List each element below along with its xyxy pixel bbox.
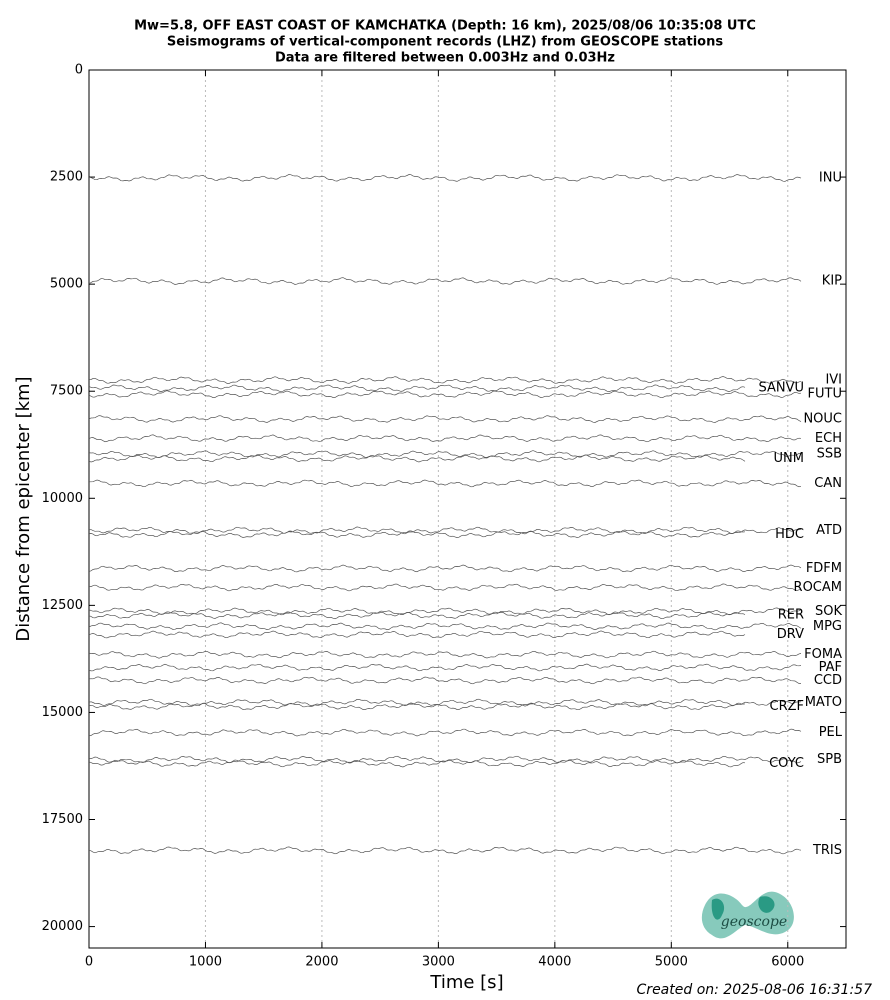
- trace: [88, 415, 802, 423]
- title-line: Data are filtered between 0.003Hz and 0.…: [275, 51, 615, 66]
- trace: [89, 479, 802, 488]
- station-label: FUTU: [808, 387, 842, 402]
- logo: geoscope: [701, 891, 794, 939]
- y-tick-label: 7500: [50, 384, 83, 399]
- station-label: INU: [819, 170, 842, 185]
- y-tick-label: 5000: [50, 277, 83, 292]
- x-tick-label: 2000: [305, 955, 338, 970]
- y-tick-label: 10000: [42, 491, 83, 506]
- y-tick-label: 2500: [50, 170, 83, 185]
- trace: [88, 376, 802, 384]
- station-label: ROCAM: [794, 580, 842, 595]
- trace: [88, 630, 746, 639]
- y-tick-label: 12500: [42, 598, 83, 613]
- station-label: NOUC: [803, 412, 842, 427]
- x-tick-label: 6000: [771, 955, 804, 970]
- trace: [88, 755, 802, 764]
- station-label: CAN: [814, 476, 842, 491]
- station-label: CCD: [814, 673, 842, 688]
- footer: Created on: 2025-08-06 16:31:57: [637, 982, 873, 998]
- y-tick-label: 20000: [42, 919, 83, 934]
- trace: [88, 174, 802, 182]
- trace: [88, 846, 802, 855]
- station-label: TRIS: [812, 843, 842, 858]
- trace: [88, 702, 746, 711]
- trace: [88, 650, 802, 659]
- station-label: PAF: [819, 660, 842, 675]
- station-label: FDFM: [806, 561, 842, 576]
- station-label: KIP: [822, 274, 842, 289]
- trace: [88, 564, 802, 573]
- trace: [88, 384, 746, 393]
- station-label: DRV: [777, 627, 804, 642]
- x-axis-label: Time [s]: [429, 972, 503, 993]
- plot-frame: [88, 69, 847, 949]
- station-label: FOMA: [804, 647, 842, 662]
- station-label: RER: [778, 608, 804, 623]
- trace: [88, 759, 746, 768]
- x-tick-label: 1000: [189, 955, 222, 970]
- trace: [88, 434, 802, 443]
- station-label: COYC: [769, 756, 804, 771]
- trace: [88, 622, 802, 631]
- trace: [88, 530, 746, 538]
- station-label: SOK: [815, 604, 842, 619]
- y-tick-label: 17500: [42, 812, 83, 827]
- trace: [88, 607, 802, 616]
- trace: [88, 611, 746, 620]
- station-label: IVI: [825, 373, 842, 388]
- station-label: SANVU: [758, 381, 804, 396]
- station-label: MPG: [813, 619, 842, 634]
- trace: [88, 454, 746, 463]
- station-label: ECH: [815, 431, 842, 446]
- station-label: ATD: [816, 523, 842, 538]
- station-label: UNM: [774, 451, 804, 466]
- trace: [88, 450, 801, 458]
- station-label: HDC: [775, 527, 804, 542]
- trace: [88, 390, 802, 399]
- x-tick-label: 4000: [538, 955, 571, 970]
- trace: [88, 728, 802, 737]
- x-tick-label: 0: [85, 955, 93, 970]
- y-axis-label: Distance from epicenter [km]: [13, 376, 34, 641]
- title-line: Mw=5.8, OFF EAST COAST OF KAMCHATKA (Dep…: [134, 19, 756, 34]
- trace: [88, 526, 802, 535]
- title-line: Seismograms of vertical-component record…: [167, 35, 723, 50]
- trace: [88, 663, 802, 672]
- y-tick-label: 0: [75, 63, 83, 78]
- trace: [89, 583, 802, 592]
- station-label: PEL: [819, 725, 843, 740]
- x-tick-label: 3000: [422, 955, 455, 970]
- station-label: MATO: [805, 695, 842, 710]
- trace: [88, 277, 802, 285]
- station-label: SSB: [817, 447, 842, 462]
- logo-shape: [711, 896, 775, 920]
- trace: [88, 676, 802, 685]
- y-tick-label: 15000: [42, 705, 83, 720]
- logo-text: geoscope: [721, 914, 787, 930]
- station-label: CRZF: [770, 699, 805, 714]
- x-tick-label: 5000: [655, 955, 688, 970]
- trace: [88, 698, 802, 707]
- station-label: SPB: [817, 752, 842, 767]
